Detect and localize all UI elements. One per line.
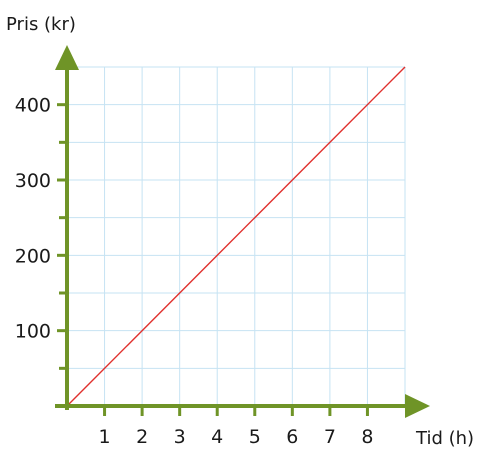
y-axis-arrowhead <box>55 45 79 70</box>
x-tick-label: 5 <box>249 426 261 448</box>
y-tick-label: 400 <box>15 95 51 117</box>
x-tick-label: 1 <box>99 426 111 448</box>
y-tick-label: 300 <box>15 170 51 192</box>
y-axis-title: Pris (kr) <box>6 14 76 35</box>
y-tick-label: 200 <box>15 245 51 267</box>
x-axis-arrowhead <box>405 394 430 418</box>
grid <box>67 66 406 406</box>
ticks: 1 2 3 4 5 6 7 8 100 200 300 400 <box>15 65 373 448</box>
axes <box>55 45 430 418</box>
x-tick-label: 8 <box>361 426 373 448</box>
x-tick-label: 3 <box>174 426 186 448</box>
x-tick-label: 7 <box>324 426 336 448</box>
series-layer <box>66 66 406 407</box>
series-line <box>66 66 406 407</box>
x-tick-label: 4 <box>211 426 223 448</box>
x-tick-label: 6 <box>286 426 298 448</box>
x-axis-title: Tid (h) <box>415 428 474 449</box>
y-tick-label: 100 <box>15 321 51 343</box>
x-tick-label: 2 <box>136 426 148 448</box>
